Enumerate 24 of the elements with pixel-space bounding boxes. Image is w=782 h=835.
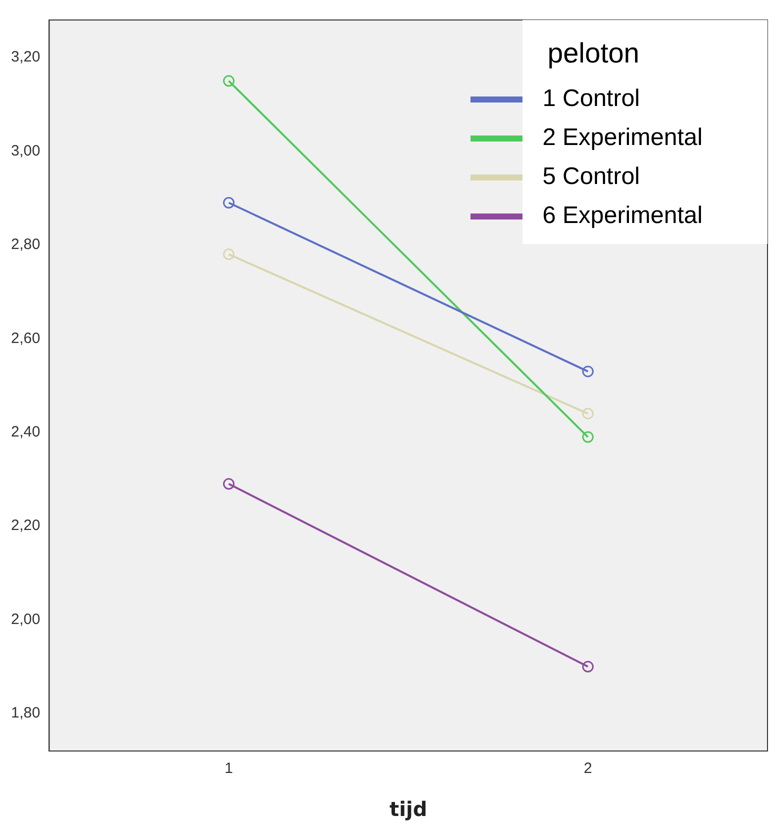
point <box>582 431 594 443</box>
legend-label: 5 Control <box>542 163 640 190</box>
point <box>223 478 235 490</box>
x-axis-title: tijd <box>390 797 428 822</box>
point <box>223 75 235 87</box>
y-tick-label: 2,60 <box>10 330 40 347</box>
y-tick-label: 2,00 <box>10 610 40 628</box>
legend-label: 6 Experimental <box>542 202 703 230</box>
y-tick-label: 3,20 <box>10 48 40 66</box>
y-tick-label: 2,80 <box>10 236 40 254</box>
point <box>582 660 594 672</box>
y-tick-label: 2,40 <box>10 424 40 440</box>
point <box>582 366 594 378</box>
legend-label: 2 Experimental <box>542 124 703 152</box>
point <box>223 248 235 260</box>
x-tick-label: 1 <box>224 760 233 778</box>
y-tick-label: 2,20 <box>10 517 40 534</box>
x-tick-label: 2 <box>584 760 592 778</box>
point <box>582 408 594 420</box>
legend-label: 1 Control <box>542 85 640 112</box>
y-tick-label: 1,80 <box>10 704 40 722</box>
y-tick-label: 3,00 <box>10 142 40 160</box>
legend-title: peloton <box>548 38 640 69</box>
point <box>223 197 235 208</box>
